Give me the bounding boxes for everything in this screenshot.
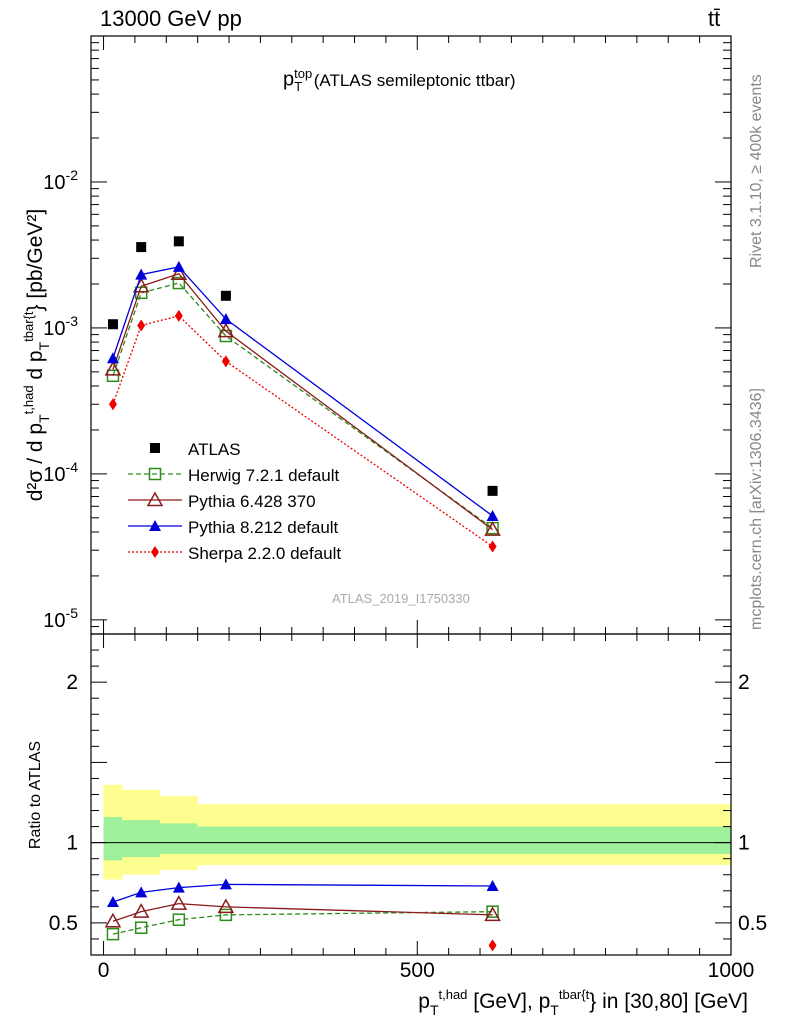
data-point-sherpa-2-2-0-default — [137, 319, 146, 332]
legend-marker-herwig-7-2-1-default — [148, 467, 162, 481]
ratio-line-herwig-7-2-1-default — [112, 911, 493, 935]
ratio-band-stat — [260, 826, 731, 854]
y-tick-label: 10-2 — [43, 167, 78, 194]
ratio-point-pythia-8-212-default — [172, 881, 185, 893]
data-point-herwig-7-2-1-default — [172, 276, 186, 290]
ratio-point-herwig-7-2-1-default — [219, 908, 233, 922]
data-point-atlas — [136, 242, 147, 253]
x-tick-label: 0 — [98, 959, 110, 982]
ratio-axis-title: Ratio to ATLAS — [27, 741, 44, 849]
data-point-pythia-8-212-default — [135, 268, 148, 280]
energy-label: 13000 GeV pp — [100, 6, 242, 31]
data-point-pythia-8-212-default — [219, 313, 232, 325]
x-axis-title: pTt,had [GeV], pTtbar{t} in [30,80] [GeV… — [418, 987, 748, 1018]
ratio-y-tick-label-right: 1 — [738, 832, 750, 855]
data-point-sherpa-2-2-0-default — [108, 398, 117, 411]
legend-label-atlas: ATLAS — [188, 440, 241, 459]
plot-title-sub: T — [294, 78, 303, 94]
data-point-atlas — [173, 236, 184, 247]
data-point-sherpa-2-2-0-default — [174, 309, 183, 322]
ratio-y-tick-label: 2 — [66, 671, 78, 694]
legend-marker-atlas — [150, 443, 160, 453]
legend-marker-pythia-8-212-default — [149, 520, 161, 531]
ratio-point-sherpa-2-2-0-default — [488, 939, 497, 952]
legend-label-herwig-7-2-1-default: Herwig 7.2.1 default — [188, 466, 339, 485]
data-point-atlas — [487, 485, 498, 496]
mcplots-label: mcplots.cern.ch [arXiv:1306.3436] — [748, 388, 765, 630]
ratio-band-stat — [103, 816, 123, 861]
ratio-y-tick-label: 0.5 — [49, 912, 78, 935]
ratio-line-pythia-8-212-default — [112, 883, 493, 903]
ratio-band-stat — [197, 826, 261, 854]
ratio-y-tick-label: 1 — [66, 832, 78, 855]
ratio-point-herwig-7-2-1-default — [172, 913, 186, 926]
plot-title: ptopT (ATLAS semileptonic ttbar) — [283, 66, 516, 94]
series-line-herwig-7-2-1-default — [112, 282, 493, 529]
data-point-pythia-6-428-370 — [104, 360, 122, 376]
y-tick-label: 10-4 — [43, 459, 78, 486]
data-point-sherpa-2-2-0-default — [488, 540, 497, 553]
data-point-atlas — [220, 290, 231, 301]
ratio-point-herwig-7-2-1-default — [486, 905, 499, 918]
legend-marker-sherpa-2-2-0-default — [151, 546, 159, 558]
ratio-point-pythia-8-212-default — [486, 879, 499, 891]
ratio-point-pythia-8-212-default — [106, 896, 119, 908]
ratio-y-tick-label-right: 2 — [738, 671, 750, 694]
ratio-point-pythia-6-428-370 — [132, 903, 150, 918]
analysis-id: ATLAS_2019_I1750330 — [332, 591, 470, 606]
ratio-point-pythia-6-428-370 — [104, 912, 122, 928]
data-point-pythia-6-428-370 — [170, 265, 188, 281]
data-point-pythia-6-428-370 — [484, 521, 501, 536]
ratio-point-pythia-6-428-370 — [484, 906, 501, 922]
ratio-band-stat — [122, 820, 161, 858]
rivet-label: Rivet 3.1.10, ≥ 400k events — [748, 74, 765, 268]
ratio-point-pythia-8-212-default — [135, 886, 148, 898]
main-frame — [90, 35, 732, 635]
plot-title-rest: (ATLAS semileptonic ttbar) — [313, 70, 516, 90]
x-tick-label: 1000 — [708, 959, 755, 982]
ratio-frame — [90, 633, 732, 956]
legend-marker-pythia-6-428-370 — [146, 491, 164, 507]
ratio-y-tick-label-right: 0.5 — [738, 912, 767, 935]
legend-label-sherpa-2-2-0-default: Sherpa 2.2.0 default — [188, 544, 341, 563]
legend-label-pythia-6-428-370: Pythia 6.428 370 — [188, 492, 316, 511]
series-line-sherpa-2-2-0-default — [112, 315, 493, 548]
ratio-point-herwig-7-2-1-default — [134, 921, 148, 934]
data-point-atlas — [107, 319, 118, 330]
series-line-pythia-6-428-370 — [112, 273, 493, 531]
x-tick-label: 500 — [400, 959, 435, 982]
data-point-pythia-8-212-default — [172, 260, 185, 272]
data-point-pythia-6-428-370 — [217, 322, 235, 338]
legend-label-pythia-8-212-default: Pythia 8.212 default — [188, 518, 339, 537]
plot-title-base: p — [283, 68, 295, 91]
data-point-pythia-8-212-default — [106, 352, 119, 364]
data-point-herwig-7-2-1-default — [106, 369, 120, 383]
y-tick-label: 10-5 — [43, 605, 78, 632]
ratio-band-stat — [160, 823, 198, 854]
process-label: tt̄ — [708, 6, 721, 31]
data-point-sherpa-2-2-0-default — [221, 355, 230, 368]
ratio-point-pythia-6-428-370 — [217, 898, 235, 914]
data-point-pythia-8-212-default — [486, 509, 499, 521]
ratio-point-pythia-8-212-default — [219, 878, 232, 890]
ratio-point-pythia-6-428-370 — [170, 895, 188, 910]
y-tick-label: 10-3 — [43, 313, 78, 340]
y-axis-title: d²σ / d pTt,had d pTtbar{t} [pb/GeV²] — [21, 209, 52, 502]
ratio-line-pythia-6-428-370 — [112, 902, 493, 922]
ratio-point-herwig-7-2-1-default — [106, 927, 120, 941]
